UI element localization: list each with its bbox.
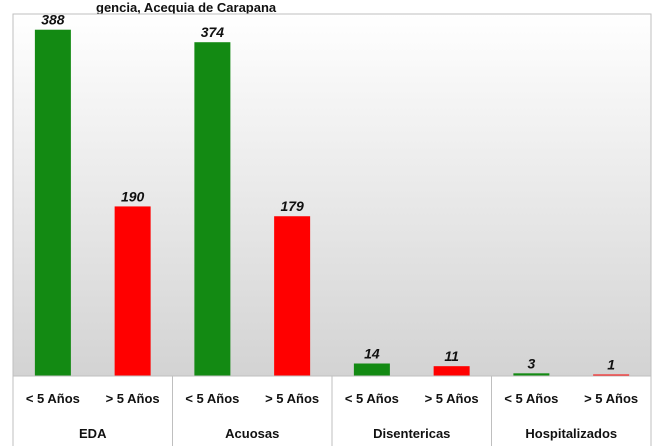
- category-label-3: > 5 Años: [265, 391, 319, 406]
- group-label-0: EDA: [79, 426, 107, 441]
- value-label-6: 3: [527, 355, 535, 371]
- value-label-0: 388: [41, 12, 65, 28]
- bar-1: [114, 206, 151, 376]
- bar-7: [593, 374, 630, 376]
- chart-title: gencia, Acequia de Carapana: [96, 0, 277, 15]
- value-label-2: 374: [201, 24, 225, 40]
- bar-5: [433, 366, 470, 376]
- value-label-1: 190: [121, 188, 145, 204]
- category-label-7: > 5 Años: [584, 391, 638, 406]
- bar-4: [353, 363, 390, 376]
- bar-2: [194, 42, 231, 377]
- category-label-1: > 5 Años: [106, 391, 160, 406]
- group-label-2: Disentericas: [373, 426, 450, 441]
- category-label-2: < 5 Años: [185, 391, 239, 406]
- bars-layer: 388 190 374 179 14 11 3 1: [34, 12, 630, 377]
- category-label-4: < 5 Años: [345, 391, 399, 406]
- value-label-3: 179: [280, 198, 304, 214]
- value-label-4: 14: [364, 346, 380, 362]
- category-label-6: < 5 Años: [504, 391, 558, 406]
- plot-area: [12, 13, 652, 377]
- bar-6: [513, 373, 550, 376]
- group-label-3: Hospitalizados: [525, 426, 617, 441]
- category-axis: < 5 Años > 5 Años < 5 Años > 5 Años < 5 Años…: [12, 375, 652, 446]
- category-label-5: > 5 Años: [425, 391, 479, 406]
- value-label-7: 1: [607, 357, 615, 373]
- category-label-0: < 5 Años: [26, 391, 80, 406]
- bar-3: [274, 216, 311, 376]
- group-label-1: Acuosas: [225, 426, 279, 441]
- bar-0: [34, 29, 71, 377]
- value-label-5: 11: [444, 348, 459, 364]
